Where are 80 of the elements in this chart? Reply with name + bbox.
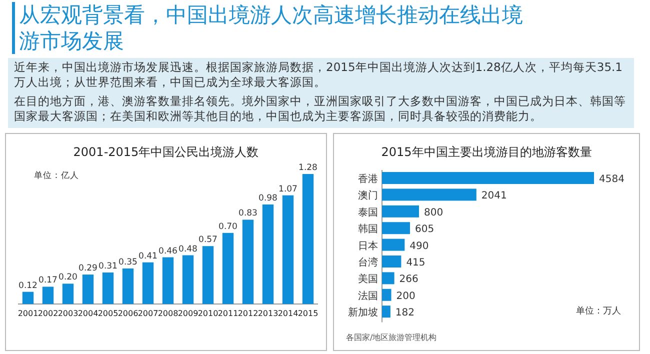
y-tick-label: 泰国 (358, 207, 378, 218)
bar (22, 292, 34, 304)
x-tick-label: 2014 (278, 309, 298, 318)
annotation: 单位：亿人 (34, 170, 79, 181)
data-label: 800 (424, 207, 444, 218)
y-tick-label: 美国 (358, 273, 378, 286)
y-tick-label: 法国 (358, 290, 378, 302)
x-tick-label: 2008 (158, 309, 178, 318)
data-label: 200 (396, 290, 416, 302)
data-label: 4584 (599, 174, 624, 185)
data-label: 0.70 (218, 222, 238, 232)
data-label: 0.12 (18, 280, 38, 291)
x-tick-label: 2015 (298, 309, 318, 318)
bar (262, 204, 274, 304)
data-label: 0.46 (158, 246, 178, 256)
bar (62, 284, 74, 304)
bar (382, 272, 394, 284)
text: 从宏观背景看，中国出境游人次高速增长推动在线出境游市场发展 (12, 2, 539, 54)
bar (382, 222, 410, 234)
bar (382, 205, 419, 218)
data-label: 0.48 (178, 244, 198, 254)
bar (382, 288, 392, 301)
text: 各国家/地区旅游管理机构 (346, 333, 437, 342)
bar (222, 232, 234, 304)
x-tick-label: 2004 (78, 309, 98, 318)
bar (242, 220, 254, 304)
bar (382, 256, 402, 268)
chart-title: 2015年中国主要出境游目的地游客数量 (381, 145, 592, 159)
bar (202, 246, 214, 304)
x-tick-label: 2012 (238, 309, 258, 318)
bar (102, 272, 114, 304)
annotation: 单位：万人 (576, 306, 621, 317)
data-label: 0.20 (58, 272, 78, 283)
bar (142, 262, 154, 304)
y-tick-label: 日本 (358, 240, 378, 252)
data-label: 2041 (481, 190, 507, 202)
data-label: 182 (395, 308, 415, 319)
bar (282, 195, 294, 304)
data-label: 0.31 (98, 262, 118, 272)
chart-title: 2001-2015年中国公民出境游人数 (73, 145, 259, 159)
y-tick-label: 香港 (358, 173, 378, 185)
x-tick-label: 2011 (218, 309, 238, 318)
data-label: 490 (410, 240, 429, 252)
y-tick-label: 韩国 (358, 223, 378, 236)
x-tick-label: 2006 (118, 309, 138, 318)
bar (182, 255, 194, 304)
bar (82, 274, 94, 304)
data-label: 415 (406, 258, 426, 268)
data-label: 0.17 (38, 276, 58, 286)
text: 在目的地方面，港、澳游客数量排名领先。境外国家中，亚洲国家吸引了大多数中国游客，中国已成为日本、韩国等国家最大客源国；在美国和欧洲等其他目的地，中国也成为主要客源国，同时具备较强的消费能力。 (14, 94, 627, 124)
x-tick-label: 2013 (258, 309, 278, 318)
data-label: 1.28 (298, 163, 318, 173)
x-tick-label: 2007 (138, 309, 158, 318)
bar (382, 172, 594, 184)
text: 近年来，中国出境游市场发展迅速。根据国家旅游局数据，2015年中国出境游人次达到1.28亿人次，平均每天35.1万人出境；从世界范围来看，中国已成为全球最大客源国。 (14, 60, 624, 90)
data-label: 0.41 (138, 251, 158, 262)
y-tick-label: 新加坡 (348, 306, 378, 319)
bar (42, 286, 54, 304)
x-tick-label: 2002 (38, 309, 58, 318)
bar (162, 257, 174, 304)
y-tick-label: 澳门 (358, 190, 378, 202)
bar (382, 188, 476, 201)
bar (122, 268, 134, 304)
data-label: 0.83 (238, 208, 258, 219)
data-label: 1.07 (278, 184, 298, 194)
bar (302, 174, 314, 304)
data-label: 605 (414, 224, 434, 236)
data-label: 0.29 (78, 264, 98, 274)
x-tick-label: 2010 (198, 309, 218, 318)
data-label: 0.57 (198, 235, 218, 246)
data-label: 0.98 (258, 193, 278, 204)
y-tick-label: 台湾 (358, 256, 378, 268)
x-tick-label: 2001 (18, 309, 38, 318)
bar (382, 306, 390, 318)
data-label: 0.35 (118, 257, 138, 268)
x-tick-label: 2003 (58, 309, 78, 318)
x-tick-label: 2005 (98, 309, 118, 318)
bar (382, 238, 405, 251)
x-tick-label: 2009 (178, 309, 198, 318)
data-label: 266 (399, 274, 418, 286)
